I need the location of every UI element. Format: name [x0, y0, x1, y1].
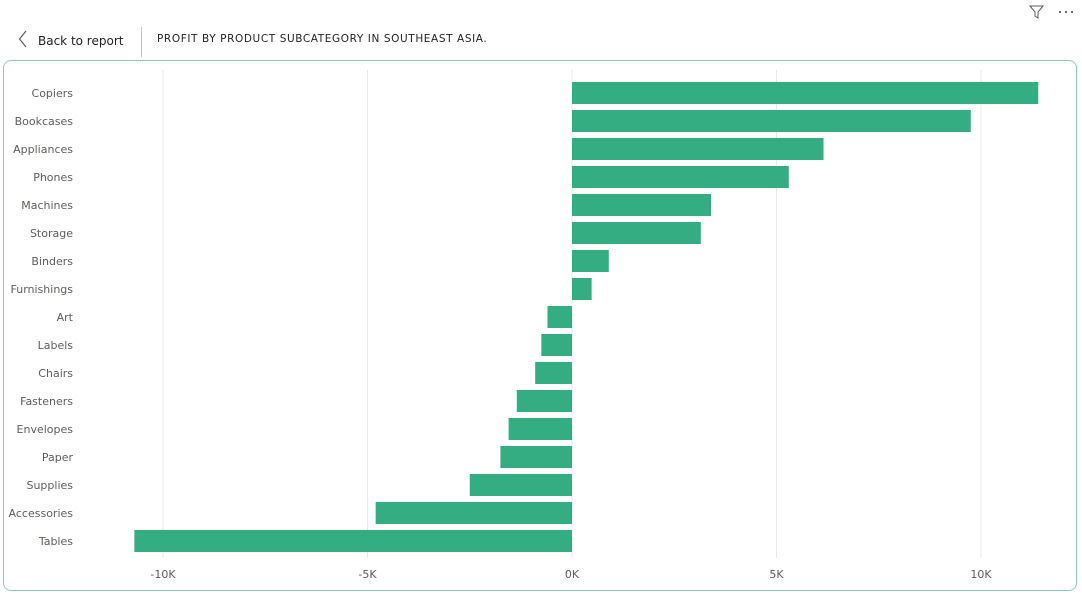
category-label: Fasteners	[20, 395, 73, 408]
bar-supplies[interactable]	[469, 474, 572, 496]
category-label: Binders	[31, 255, 73, 268]
category-label: Storage	[30, 227, 73, 240]
category-label: Art	[57, 311, 74, 324]
category-label: Envelopes	[17, 423, 74, 436]
bar-storage[interactable]	[572, 222, 701, 244]
x-tick-label: 5K	[769, 568, 784, 581]
category-label: Supplies	[26, 479, 73, 492]
bar-appliances[interactable]	[572, 138, 824, 160]
bar-machines[interactable]	[572, 194, 712, 216]
chevron-left-icon	[18, 30, 28, 52]
bar-furnishings[interactable]	[572, 278, 592, 300]
category-label: Accessories	[9, 507, 74, 520]
x-tick-label: 0K	[565, 568, 580, 581]
bar-tables[interactable]	[134, 530, 572, 552]
x-tick-label: -10K	[150, 568, 176, 581]
bar-binders[interactable]	[572, 250, 609, 272]
visual-header: Back to report PROFIT BY PRODUCT SUBCATE…	[0, 26, 1082, 58]
back-to-report-label: Back to report	[38, 34, 124, 48]
category-label: Labels	[38, 339, 74, 352]
more-options-icon[interactable]	[1058, 4, 1074, 20]
bar-chairs[interactable]	[535, 362, 572, 384]
category-label: Machines	[21, 199, 73, 212]
x-tick-label: -5K	[358, 568, 377, 581]
bar-phones[interactable]	[572, 166, 789, 188]
category-label: Phones	[33, 171, 73, 184]
bar-bookcases[interactable]	[572, 110, 971, 132]
x-tick-label: 10K	[970, 568, 992, 581]
back-to-report-button[interactable]: Back to report	[18, 28, 123, 54]
category-label: Chairs	[38, 367, 73, 380]
bar-art[interactable]	[547, 306, 572, 328]
chart-title: PROFIT BY PRODUCT SUBCATEGORY IN SOUTHEA…	[157, 33, 488, 45]
bar-paper[interactable]	[500, 446, 572, 468]
bar-fasteners[interactable]	[516, 390, 572, 412]
category-label: Bookcases	[15, 115, 74, 128]
header-divider	[141, 27, 142, 57]
category-label: Copiers	[32, 87, 74, 100]
filter-icon[interactable]	[1028, 4, 1044, 20]
bar-labels[interactable]	[541, 334, 572, 356]
bar-envelopes[interactable]	[508, 418, 572, 440]
bar-copiers[interactable]	[572, 82, 1039, 104]
category-label: Tables	[38, 535, 73, 548]
category-label: Furnishings	[11, 283, 74, 296]
category-label: Appliances	[13, 143, 73, 156]
bar-accessories[interactable]	[375, 502, 572, 524]
category-label: Paper	[42, 451, 74, 464]
visual-header-icons	[1028, 4, 1074, 20]
